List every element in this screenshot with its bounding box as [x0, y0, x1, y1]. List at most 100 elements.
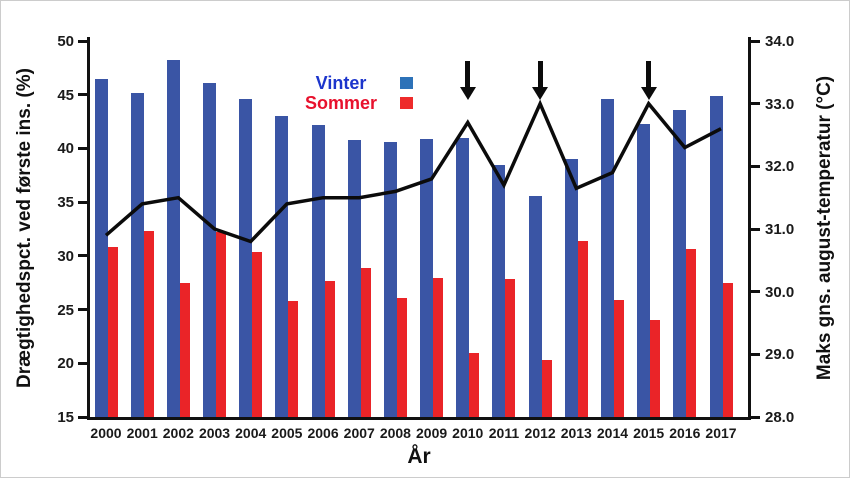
- bar-sommer-2011: [505, 279, 516, 417]
- left-tick-label-40: 40: [57, 140, 74, 158]
- legend-swatch-vinter-icon: [400, 76, 413, 89]
- x-tick-label-2008: 2008: [379, 425, 411, 441]
- bar-sommer-2002: [179, 282, 190, 417]
- x-tick-label-2000: 2000: [90, 425, 122, 441]
- bar-vinter-2002: [166, 60, 180, 417]
- right-tick-label-29.0: 29.0: [765, 346, 795, 364]
- bar-vinter-2006: [311, 124, 325, 417]
- bar-vinter-2010: [456, 137, 470, 417]
- bar-sommer-2015: [650, 320, 661, 417]
- bar-vinter-2016: [673, 109, 687, 417]
- x-tick-label-2014: 2014: [596, 425, 629, 441]
- right-axis-tick: [751, 352, 760, 356]
- x-tick-label-2002: 2002: [162, 425, 194, 441]
- arrow-annotation-head-2010: [459, 87, 476, 100]
- x-tick-label-2011: 2011: [488, 425, 520, 441]
- bar-sommer-2007: [360, 267, 371, 417]
- x-axis-title: År: [407, 445, 431, 468]
- left-tick-label-15: 15: [57, 409, 74, 426]
- left-tick-label-20: 20: [57, 355, 74, 373]
- x-tick-label-2003: 2003: [198, 425, 231, 441]
- bar-sommer-2009: [433, 278, 444, 417]
- bar-vinter-2017: [709, 95, 723, 417]
- x-tick-label-2005: 2005: [271, 425, 303, 441]
- right-axis-line: [748, 37, 751, 420]
- x-tick-label-2010: 2010: [452, 425, 484, 441]
- left-tick-label-35: 35: [57, 194, 74, 212]
- bar-vinter-2008: [383, 141, 397, 417]
- left-axis-tick: [78, 361, 87, 365]
- bar-vinter-2013: [564, 159, 578, 417]
- right-axis-tick: [751, 102, 760, 106]
- arrow-annotation-shaft-2010: [465, 61, 471, 88]
- left-axis-line: [87, 37, 90, 420]
- bar-vinter-2005: [275, 116, 289, 417]
- arrow-annotation-head-2012: [532, 87, 549, 100]
- x-tick-label-2015: 2015: [633, 425, 665, 441]
- right-axis-title: Maks gns. august-temperatur (°C): [814, 75, 835, 381]
- arrow-annotation-shaft-2015: [646, 61, 652, 88]
- bar-sommer-2017: [722, 282, 733, 417]
- arrow-annotation-shaft-2012: [537, 61, 543, 88]
- right-tick-label-33.0: 33.0: [765, 95, 795, 113]
- left-axis-tick: [78, 146, 87, 150]
- bar-vinter-2004: [239, 99, 253, 417]
- bottom-axis-line: [87, 417, 751, 420]
- left-axis-tick: [78, 415, 87, 419]
- bar-vinter-2014: [600, 99, 614, 417]
- left-tick-label-50: 50: [57, 33, 74, 50]
- left-tick-label-25: 25: [57, 301, 74, 319]
- bar-sommer-2013: [577, 240, 588, 417]
- right-tick-label-32.0: 32.0: [765, 158, 795, 176]
- bar-sommer-2010: [469, 352, 480, 417]
- left-axis-title: Drægtighedspct. ved første ins. (%): [14, 68, 35, 388]
- x-tick-label-2016: 2016: [669, 425, 701, 441]
- left-tick-label-30: 30: [57, 247, 74, 265]
- right-axis-tick: [751, 39, 760, 43]
- x-tick-label-2001: 2001: [126, 425, 158, 441]
- x-tick-label-2007: 2007: [343, 425, 375, 441]
- bar-sommer-2001: [143, 231, 154, 417]
- right-axis-tick: [751, 164, 760, 168]
- bar-sommer-2000: [107, 247, 118, 417]
- left-axis-tick: [78, 200, 87, 204]
- right-axis-tick: [751, 415, 760, 419]
- legend: Vinter Sommer: [298, 72, 413, 113]
- bar-vinter-2003: [203, 82, 217, 417]
- bar-vinter-2007: [347, 139, 361, 417]
- bar-sommer-2006: [324, 280, 335, 417]
- bar-sommer-2005: [288, 300, 299, 417]
- bar-vinter-2012: [528, 195, 542, 417]
- left-axis-tick: [78, 308, 87, 312]
- bar-sommer-2004: [252, 251, 263, 417]
- legend-label-sommer: Sommer: [304, 92, 378, 113]
- right-tick-label-34.0: 34.0: [765, 33, 795, 50]
- bar-vinter-2015: [637, 123, 651, 417]
- left-axis-tick: [78, 93, 87, 97]
- right-tick-label-28.0: 28.0: [765, 409, 795, 426]
- bar-sommer-2012: [541, 360, 552, 417]
- x-tick-label-2017: 2017: [705, 425, 737, 441]
- legend-swatch-sommer-icon: [400, 96, 413, 109]
- legend-item-vinter: Vinter: [298, 72, 413, 93]
- right-tick-label-30.0: 30.0: [765, 283, 795, 301]
- left-axis-tick: [78, 39, 87, 43]
- bar-vinter-2001: [130, 92, 144, 417]
- x-tick-label-2004: 2004: [235, 425, 267, 441]
- arrow-annotation-head-2015: [640, 87, 657, 100]
- legend-label-vinter: Vinter: [315, 72, 367, 93]
- right-axis-tick: [751, 290, 760, 294]
- right-axis-tick: [751, 227, 760, 231]
- x-tick-label-2009: 2009: [416, 425, 448, 441]
- x-tick-label-2006: 2006: [307, 425, 339, 441]
- bar-vinter-2009: [420, 138, 434, 417]
- x-tick-label-2012: 2012: [524, 425, 556, 441]
- bar-sommer-2003: [216, 232, 227, 417]
- bar-vinter-2011: [492, 164, 506, 417]
- left-tick-label-45: 45: [57, 86, 74, 104]
- right-tick-label-31.0: 31.0: [765, 221, 795, 238]
- left-axis-tick: [78, 254, 87, 258]
- bar-sommer-2014: [613, 299, 624, 417]
- legend-item-sommer: Sommer: [298, 92, 413, 113]
